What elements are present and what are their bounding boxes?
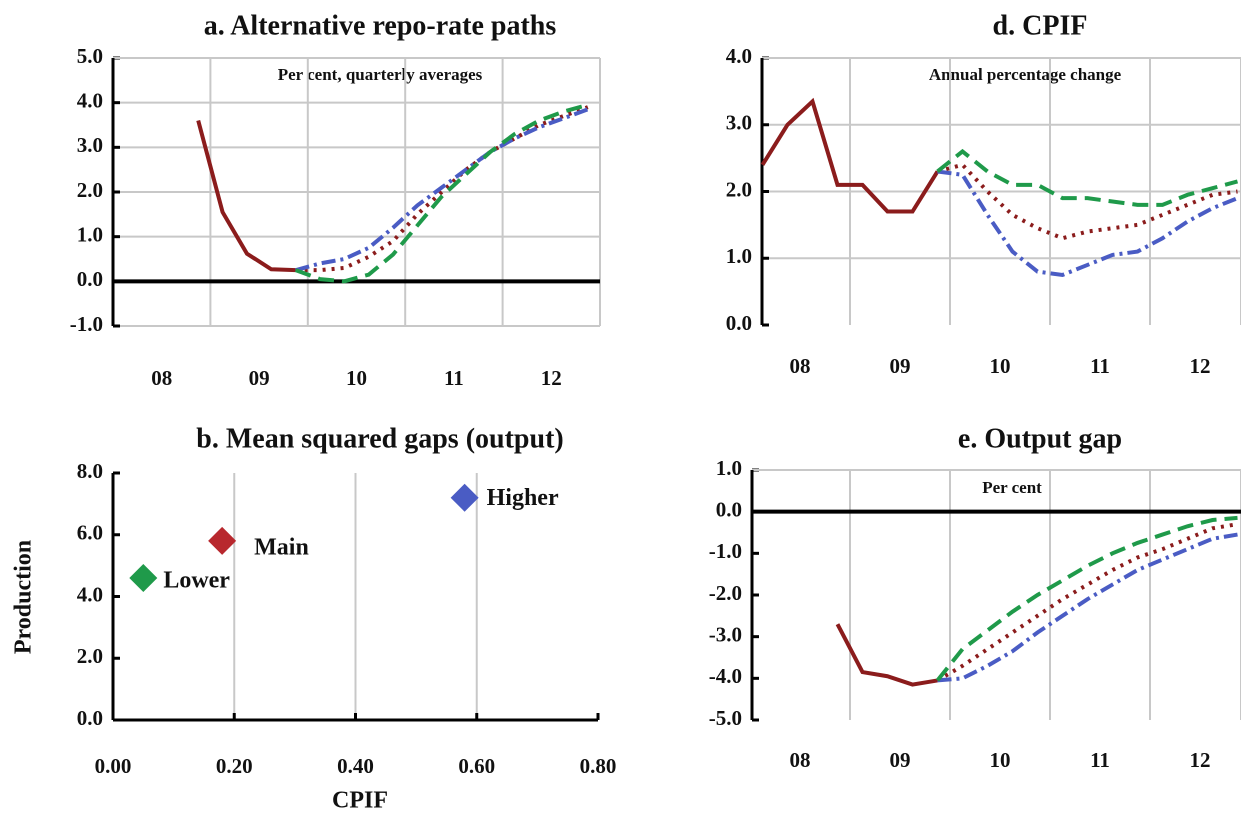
x-tick-label: 09 <box>249 366 270 390</box>
series-line <box>760 97 940 214</box>
series-line <box>295 105 589 273</box>
series-line <box>935 515 1238 682</box>
x-tick-label: 0.20 <box>216 754 253 778</box>
y-tick-label: 0.0 <box>726 311 752 335</box>
x-tick-label: 11 <box>1090 748 1110 772</box>
series-line <box>937 169 1239 277</box>
x-tick-label: 0.80 <box>580 754 617 778</box>
y-tick-label: -3.0 <box>709 622 742 646</box>
x-axis-label: CPIF <box>332 788 388 814</box>
y-tick-label: -1.0 <box>709 539 742 563</box>
chart-subtitle: Per cent, quarterly averages <box>278 65 483 84</box>
x-tick-label: 0.40 <box>337 754 374 778</box>
series-line <box>936 162 1238 241</box>
point-label: Main <box>254 534 309 560</box>
chart-subtitle: Per cent <box>982 478 1042 497</box>
series-line <box>196 120 296 273</box>
y-tick-label: -2.0 <box>709 581 742 605</box>
series-line <box>936 522 1238 683</box>
y-tick-label: 1.0 <box>716 456 742 480</box>
series-line <box>937 532 1238 683</box>
x-tick-label: 12 <box>1190 354 1211 378</box>
chart-title: b. Mean squared gaps (output) <box>196 423 563 454</box>
series-line <box>936 148 1239 207</box>
y-tick-label: -1.0 <box>70 312 103 336</box>
x-tick-label: 08 <box>151 366 172 390</box>
series-line <box>295 107 589 273</box>
x-tick-label: 10 <box>346 366 367 390</box>
x-tick-label: 08 <box>790 354 811 378</box>
chart-title: e. Output gap <box>958 423 1122 454</box>
chart-title: a. Alternative repo-rate paths <box>204 10 557 41</box>
x-tick-label: 10 <box>990 354 1011 378</box>
chart-title: d. CPIF <box>993 10 1088 41</box>
y-tick-label: 5.0 <box>77 44 103 68</box>
chart-subtitle: Annual percentage change <box>929 65 1122 84</box>
y-tick-label: 2.0 <box>726 177 752 201</box>
series-line <box>294 102 589 284</box>
series-line <box>835 623 938 687</box>
y-tick-label: 6.0 <box>77 521 103 545</box>
x-tick-label: 12 <box>1190 748 1211 772</box>
x-tick-label: 11 <box>444 366 464 390</box>
x-tick-label: 0.00 <box>95 754 132 778</box>
point <box>208 526 237 555</box>
y-tick-label: 0.0 <box>77 267 103 291</box>
y-axis-label: Production <box>11 540 37 654</box>
x-tick-label: 08 <box>790 748 811 772</box>
y-tick-label: 2.0 <box>77 178 103 202</box>
y-tick-label: -4.0 <box>709 664 742 688</box>
x-tick-label: 11 <box>1090 354 1110 378</box>
x-tick-label: 09 <box>890 354 911 378</box>
y-tick-label: 4.0 <box>77 582 103 606</box>
y-tick-label: 0.0 <box>716 497 742 521</box>
y-tick-label: 3.0 <box>77 133 103 157</box>
y-tick-label: 4.0 <box>726 44 752 68</box>
y-tick-label: 3.0 <box>726 111 752 135</box>
y-tick-label: 2.0 <box>77 644 103 668</box>
point <box>129 563 158 592</box>
x-tick-label: 12 <box>541 366 562 390</box>
y-tick-label: 1.0 <box>77 222 103 246</box>
x-tick-label: 09 <box>890 748 911 772</box>
point <box>450 483 479 512</box>
y-tick-label: 0.0 <box>77 706 103 730</box>
y-tick-label: 8.0 <box>77 459 103 483</box>
point-label: Lower <box>163 567 230 593</box>
x-tick-label: 10 <box>990 748 1011 772</box>
point-label: Higher <box>487 485 559 511</box>
y-tick-label: -5.0 <box>709 706 742 730</box>
y-tick-label: 4.0 <box>77 88 103 112</box>
x-tick-label: 0.60 <box>458 754 495 778</box>
y-tick-label: 1.0 <box>726 244 752 268</box>
